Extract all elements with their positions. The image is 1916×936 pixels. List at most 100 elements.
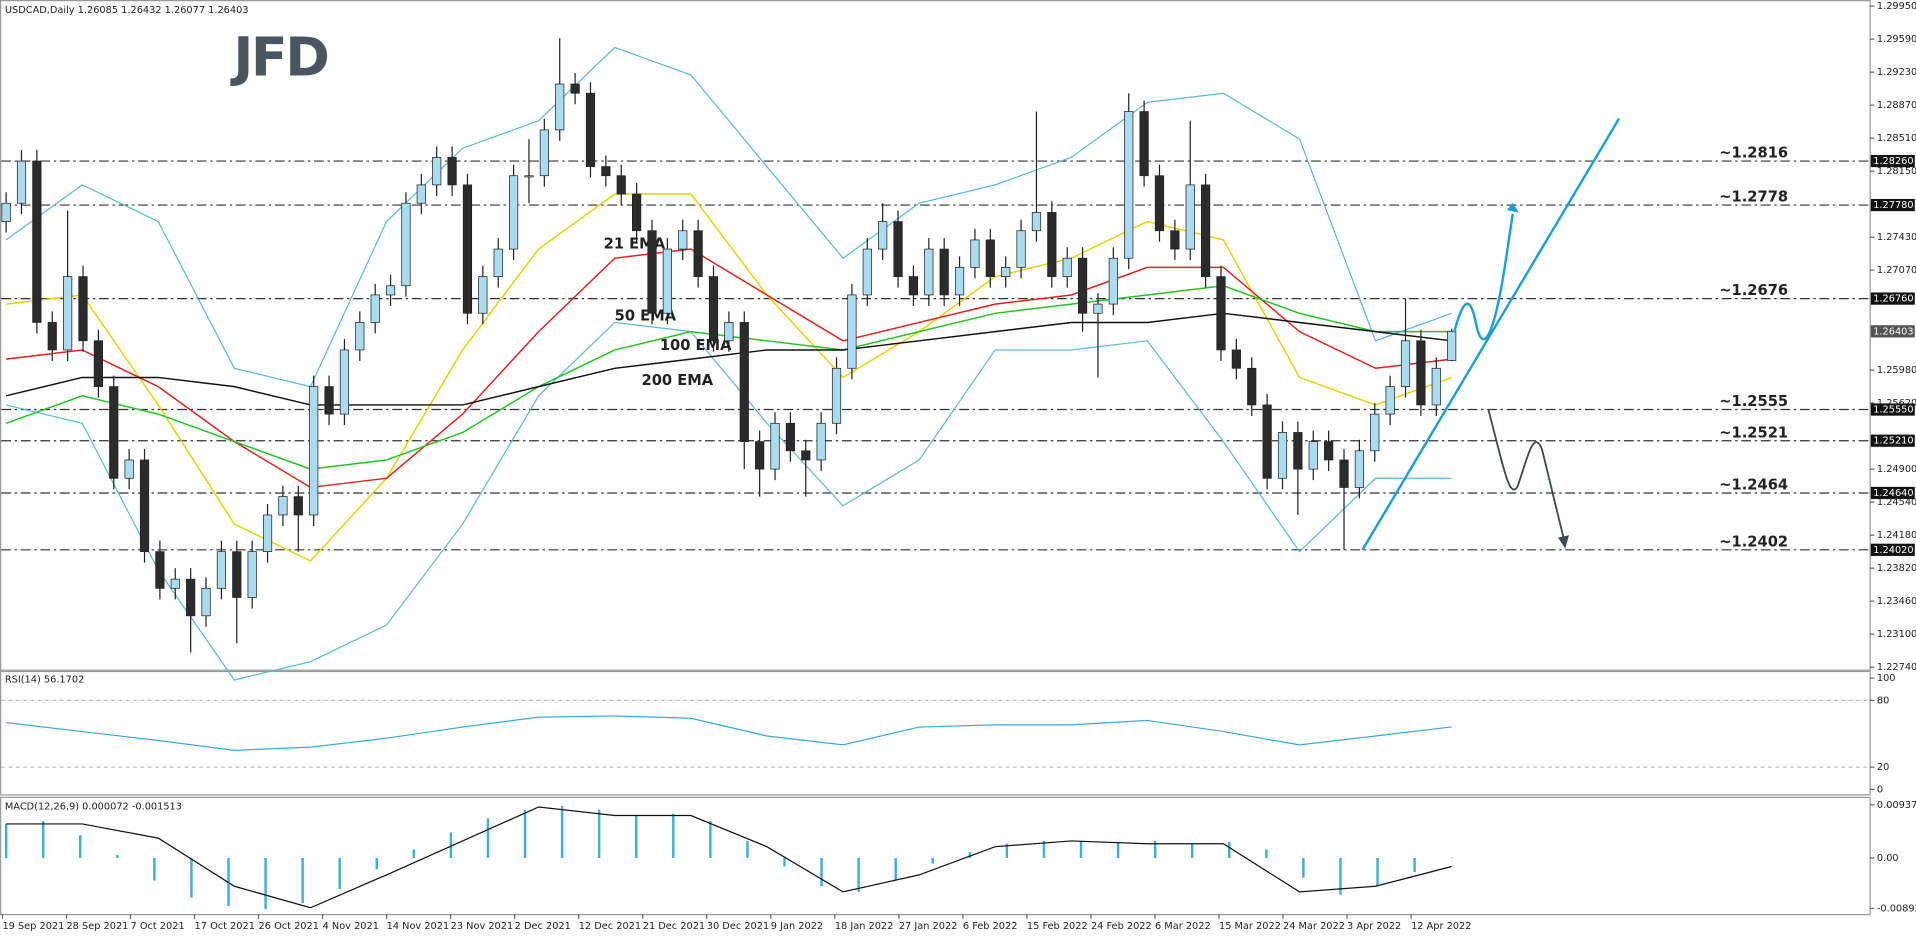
candle-body <box>1216 276 1226 351</box>
candle-body <box>954 267 965 296</box>
candle-body <box>693 230 703 277</box>
y-tick-label: 80 <box>1877 695 1889 706</box>
candle-body <box>1001 267 1011 277</box>
x-tick-label: 21 Dec 2021 <box>643 921 705 932</box>
level-annotation: ~1.2778 <box>1719 189 1788 206</box>
candle-body <box>539 129 549 177</box>
candle-body <box>985 239 995 277</box>
candle-body <box>447 157 457 186</box>
x-tick-label: 17 Oct 2021 <box>195 921 255 932</box>
candle-body <box>339 349 350 415</box>
x-tick-label: 7 Oct 2021 <box>131 921 185 932</box>
level-box <box>1870 486 1915 500</box>
candle-body <box>1231 349 1241 369</box>
level-box <box>1870 403 1915 416</box>
candle-body <box>1185 184 1195 250</box>
candle-body <box>216 551 227 589</box>
level-label: 1.27780 <box>1873 200 1913 211</box>
ema-line <box>6 193 1452 562</box>
chart-title: USDCAD,Daily 1.26085 1.26432 1.26077 1.2… <box>5 5 249 16</box>
rsi-panel <box>0 670 1871 796</box>
candle-body <box>616 175 626 195</box>
x-tick-label: 15 Feb 2022 <box>1027 921 1088 932</box>
level-label: 1.24020 <box>1873 545 1913 556</box>
candle-body <box>1 202 11 222</box>
candle-body <box>32 160 42 323</box>
x-tick-label: 14 Nov 2021 <box>387 921 450 932</box>
rsi-line <box>6 715 1452 752</box>
candle-body <box>232 551 242 598</box>
candle-body <box>1416 340 1426 406</box>
candle-body <box>632 193 642 232</box>
candle-body <box>939 248 949 296</box>
y-tick-label: -0.00892 <box>1877 903 1916 914</box>
price-label: 1.26403 <box>1873 326 1913 337</box>
rsi-title: RSI(14) 56.1702 <box>5 674 84 685</box>
candle-body <box>801 450 811 461</box>
level-annotation: ~1.2402 <box>1719 533 1788 550</box>
candle-body <box>170 578 180 589</box>
candle-body <box>970 239 980 268</box>
y-tick-label: 1.24540 <box>1877 497 1916 508</box>
candle-body <box>63 276 73 351</box>
x-tick-label: 18 Jan 2022 <box>835 921 894 932</box>
level-label: 1.25550 <box>1873 405 1913 416</box>
macd-signal <box>6 806 1452 909</box>
level-label: 1.25210 <box>1873 436 1913 447</box>
macd-title: MACD(12,26,9) 0.000072 -0.001513 <box>5 801 182 812</box>
candle-body <box>816 422 826 461</box>
level-annotation: ~1.2555 <box>1719 393 1788 410</box>
x-tick-label: 3 Apr 2022 <box>1347 921 1401 932</box>
candle-body <box>1093 303 1103 314</box>
x-tick-label: 27 Jan 2022 <box>899 921 958 932</box>
x-tick-label: 26 Oct 2021 <box>259 921 319 932</box>
level-box <box>1870 292 1915 305</box>
y-tick-label: 1.28150 <box>1877 166 1916 177</box>
candle-body <box>1247 367 1257 406</box>
candle-body <box>924 248 934 296</box>
candle-body <box>478 276 488 314</box>
logo: JFD <box>229 26 327 89</box>
candle-body <box>139 459 150 553</box>
ema-label: 100 EMA <box>660 337 732 354</box>
candle-body <box>1431 367 1441 406</box>
candle-body <box>1293 432 1303 470</box>
candle-body <box>93 340 103 387</box>
price-box <box>1870 325 1915 338</box>
candle-body <box>739 322 749 442</box>
candle-body <box>355 322 365 351</box>
candle-body <box>416 184 426 204</box>
candle-body <box>524 175 534 178</box>
y-tick-label: 0 <box>1877 784 1883 795</box>
candle-body <box>893 221 903 277</box>
candle-body <box>570 83 580 94</box>
candle-body <box>908 276 919 296</box>
bullish-path <box>1452 213 1514 341</box>
x-tick-label: 28 Sep 2021 <box>66 921 128 932</box>
candle-body <box>1385 386 1395 415</box>
y-tick-label: 1.29230 <box>1877 67 1916 78</box>
candle-body <box>585 92 596 167</box>
ema-label: 200 EMA <box>642 372 714 389</box>
y-tick-label: 1.22740 <box>1877 662 1916 673</box>
level-label: 1.26760 <box>1873 294 1913 305</box>
candle-body <box>708 276 719 342</box>
candle-body <box>1324 441 1334 461</box>
x-tick-label: 24 Mar 2022 <box>1283 921 1345 932</box>
trend-line <box>1361 117 1621 551</box>
x-tick-label: 12 Dec 2021 <box>579 921 641 932</box>
candle-body <box>1154 175 1165 232</box>
x-tick-label: 9 Jan 2022 <box>771 921 823 932</box>
main-panel <box>0 0 1871 671</box>
candle-body <box>309 386 319 516</box>
y-tick-label: 20 <box>1877 762 1889 773</box>
candle-body <box>678 230 688 250</box>
candle-body <box>1170 230 1180 250</box>
candle-body <box>1124 111 1134 259</box>
y-tick-label: 1.24180 <box>1877 530 1916 541</box>
candle-body <box>831 367 842 424</box>
candle-body <box>432 157 442 186</box>
candle-body <box>555 83 565 131</box>
